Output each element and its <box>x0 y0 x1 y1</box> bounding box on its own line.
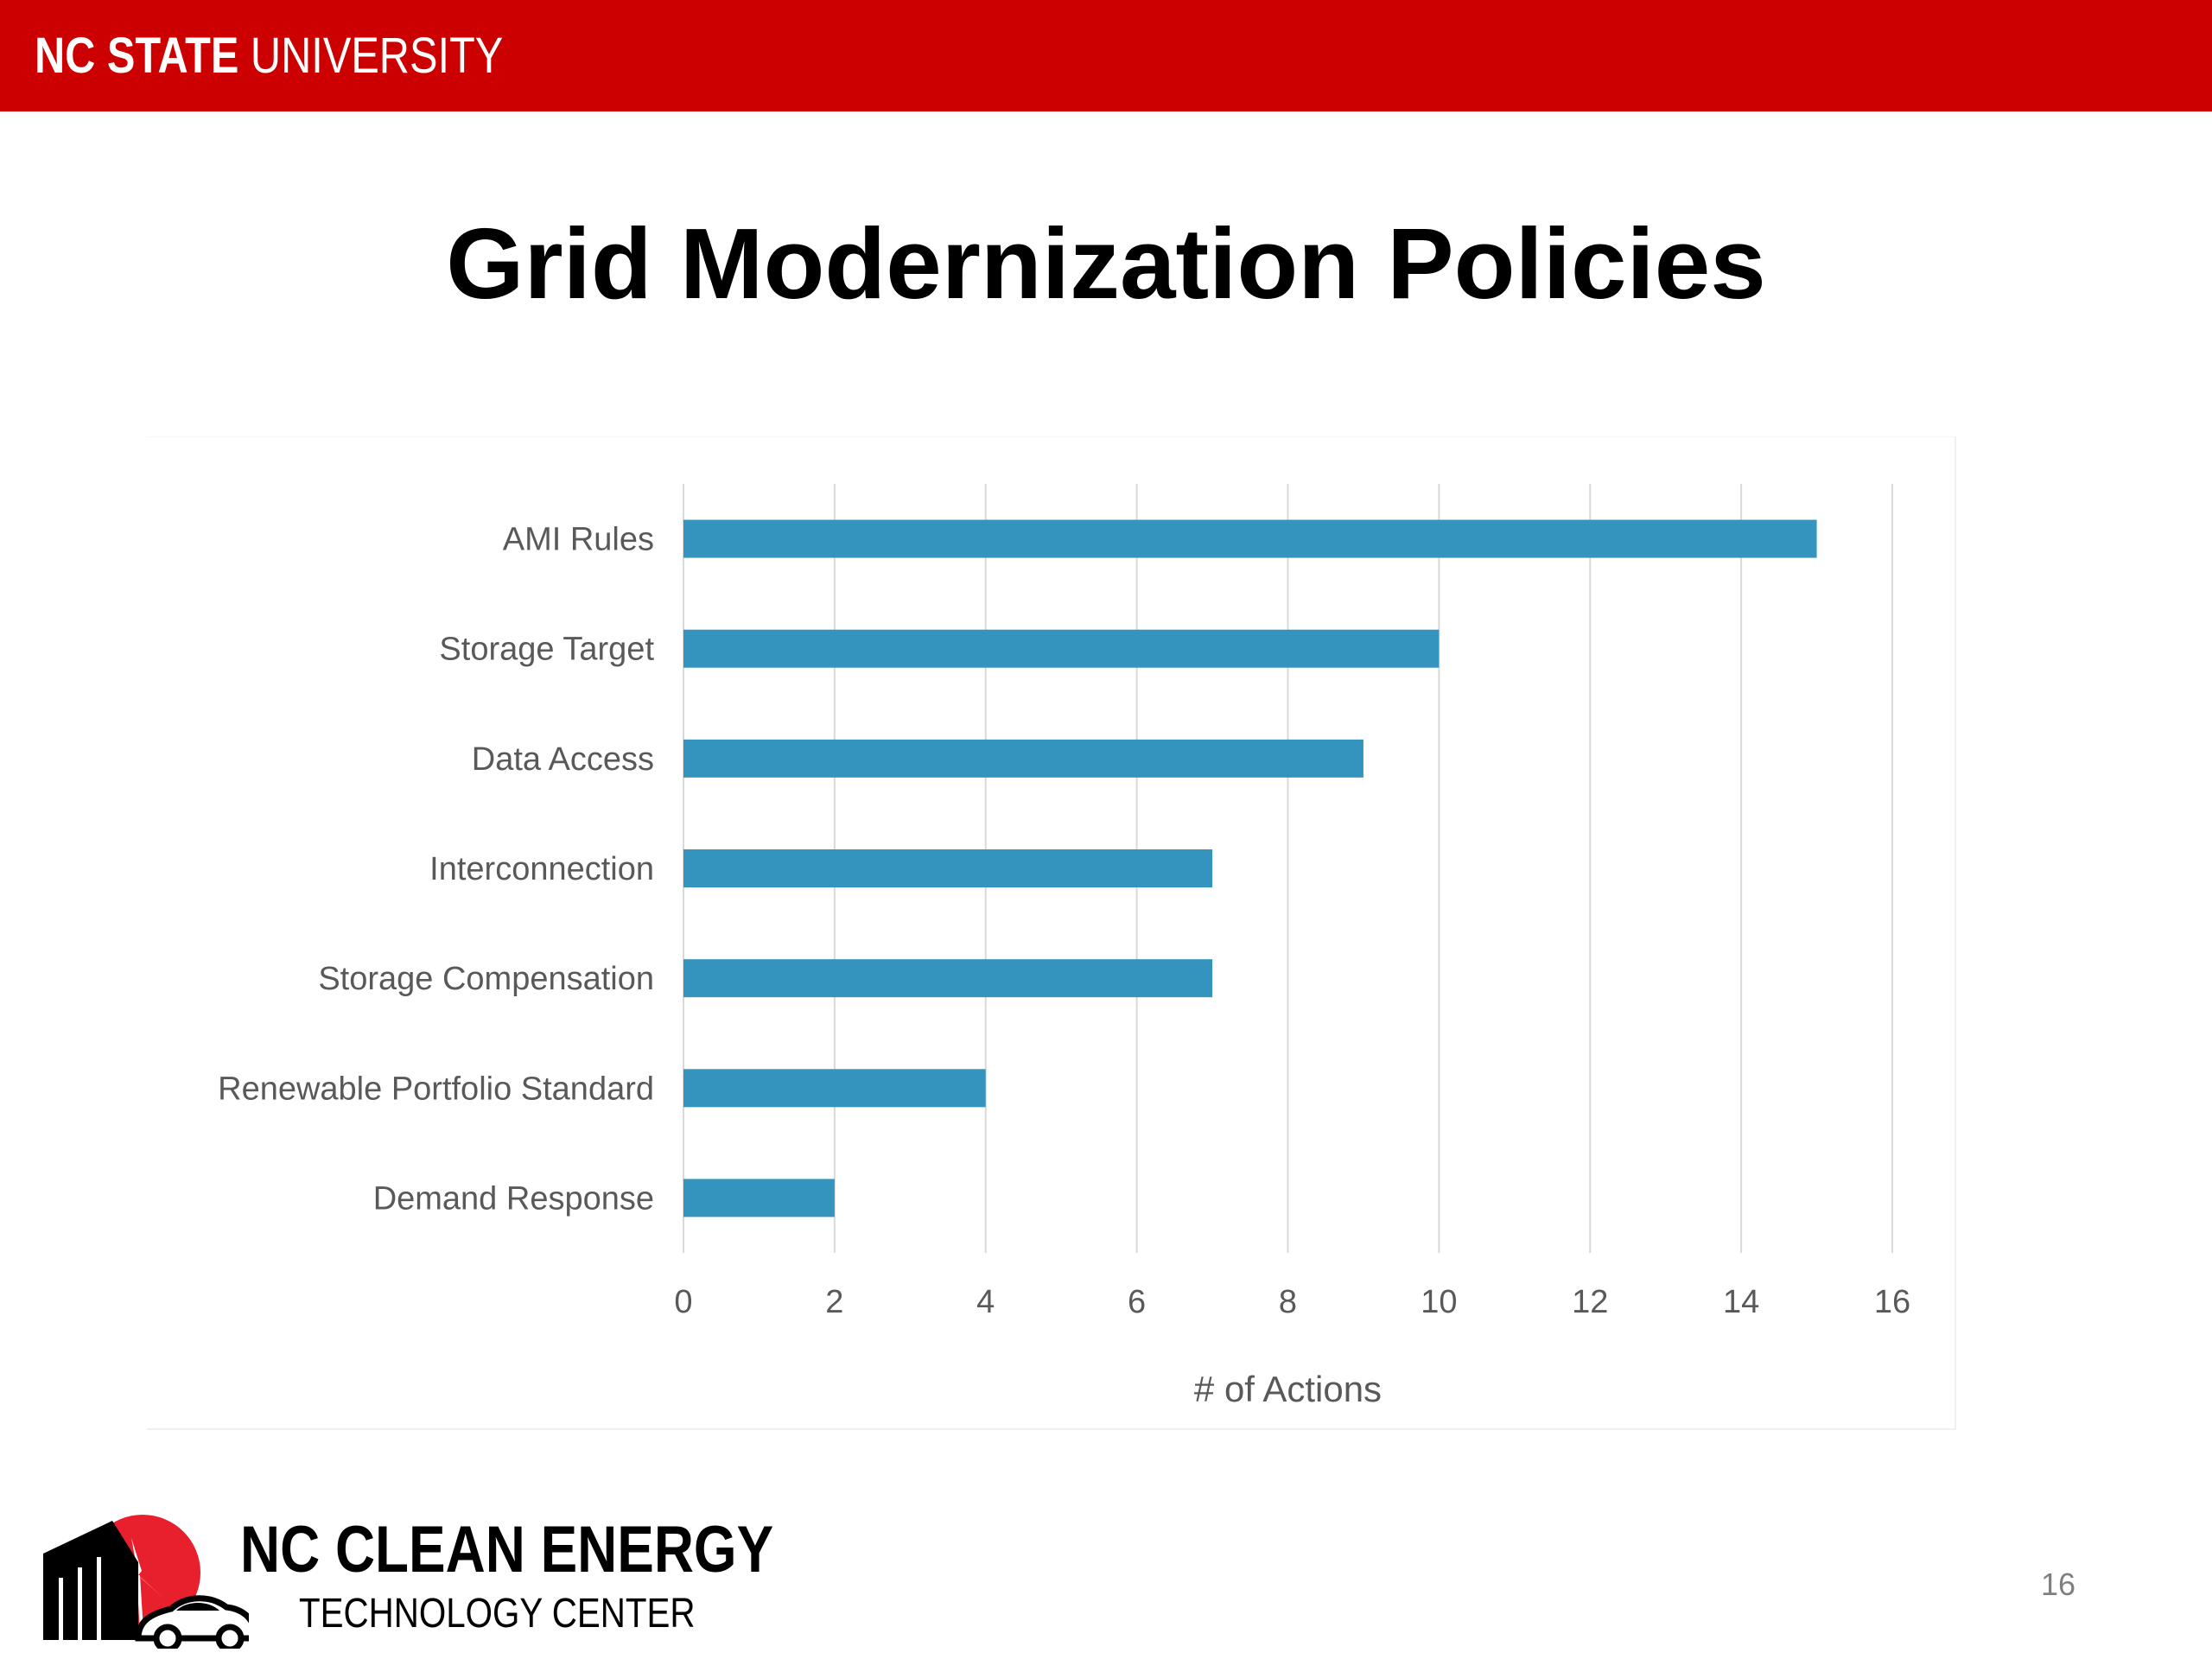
x-tick-label: 8 <box>1279 1284 1297 1320</box>
category-label: Storage Target <box>439 632 654 668</box>
bar <box>683 739 1363 778</box>
x-tick-label: 16 <box>1874 1284 1910 1320</box>
bar <box>683 849 1213 887</box>
brand-bold: NC STATE <box>35 28 239 84</box>
x-tick-label: 0 <box>674 1284 692 1320</box>
category-label: Demand Response <box>373 1180 654 1217</box>
x-tick-label: 12 <box>1572 1284 1608 1320</box>
x-axis-title: # of Actions <box>1194 1369 1382 1409</box>
bar <box>683 1069 986 1108</box>
bar <box>683 959 1213 998</box>
logo-mark <box>43 1515 249 1649</box>
bar <box>683 1179 835 1217</box>
bar <box>683 629 1440 668</box>
x-tick-label: 6 <box>1128 1284 1146 1320</box>
x-tick-label: 10 <box>1421 1284 1457 1320</box>
category-label: Renewable Portfolio Standard <box>218 1071 654 1107</box>
x-tick-label: 14 <box>1723 1284 1759 1320</box>
category-label: Interconnection <box>429 851 654 887</box>
category-label: AMI Rules <box>503 522 654 558</box>
bar-chart: 0 2 4 6 8 10 12 14 16 AMI Rules Storage Target Data… <box>218 484 1910 1409</box>
header-bar: NC STATE UNIVERSITY <box>0 0 2212 111</box>
x-tick-label: 4 <box>976 1284 995 1320</box>
category-label: Storage Compensation <box>318 961 654 997</box>
brand-light: UNIVERSITY <box>250 28 504 84</box>
bar <box>683 519 1817 558</box>
x-tick-label: 2 <box>825 1284 843 1320</box>
logo-text-primary: NC CLEAN ENERGY <box>240 1513 774 1586</box>
chart-frame <box>147 436 1956 1430</box>
page-number: 16 <box>2041 1567 2076 1602</box>
university-wordmark: NC STATE UNIVERSITY <box>35 26 503 86</box>
car-icon <box>135 1595 249 1649</box>
category-label: Data Access <box>472 741 654 778</box>
slide-title: Grid Modernization Policies <box>446 207 1766 320</box>
logo-text-secondary: TECHNOLOGY CENTER <box>299 1591 696 1637</box>
building-icon <box>43 1521 138 1640</box>
